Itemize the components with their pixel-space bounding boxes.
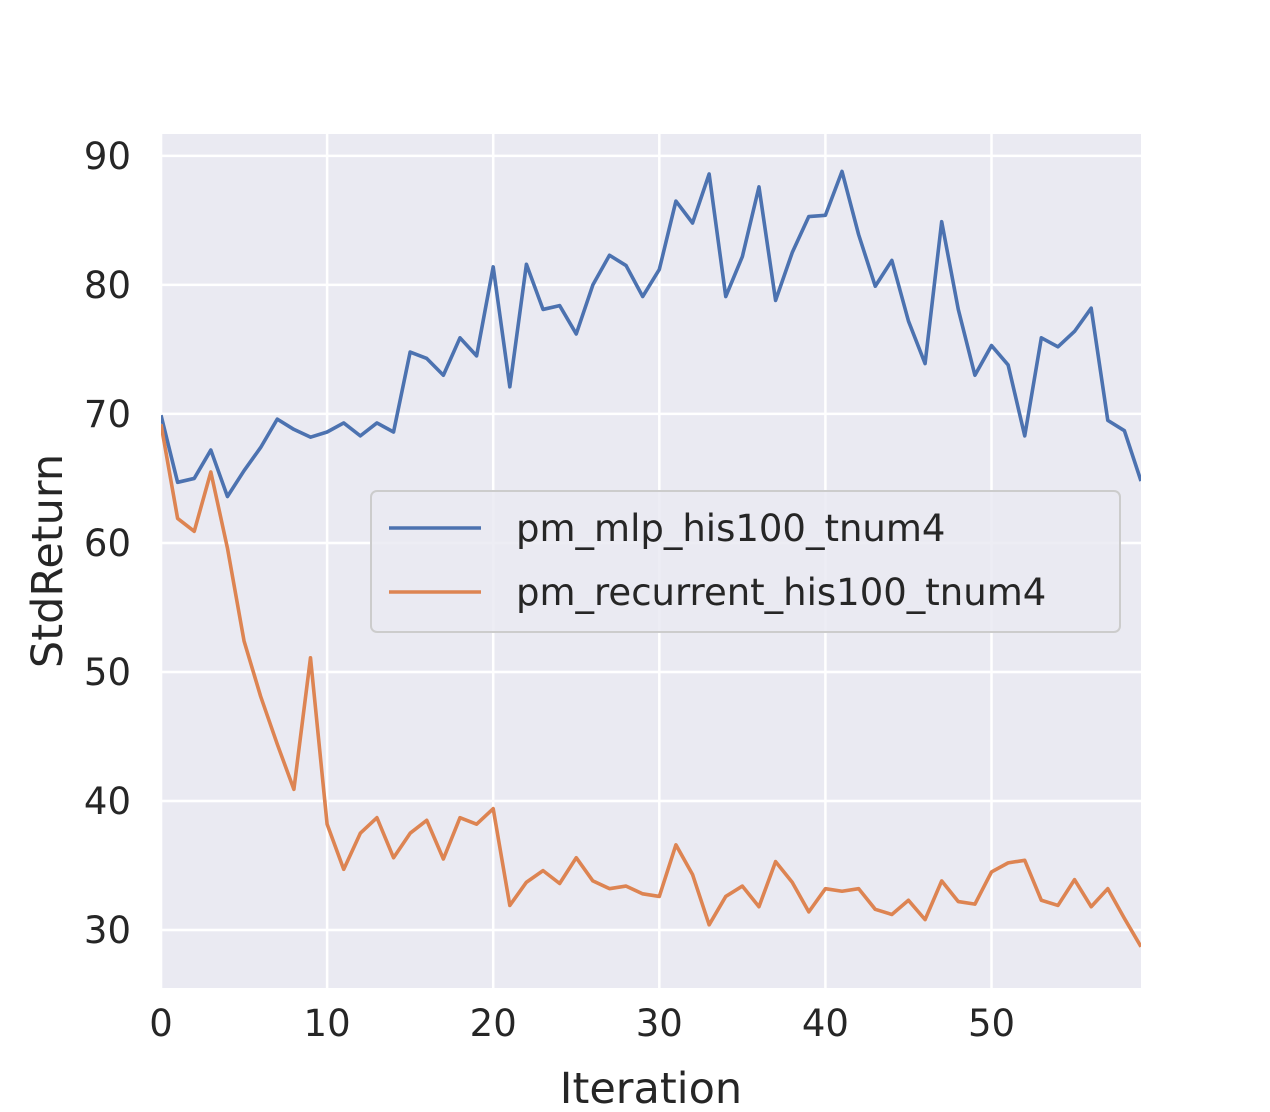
x-tick-label: 20 xyxy=(470,1002,517,1045)
legend-label-recurrent: pm_recurrent_his100_tnum4 xyxy=(516,571,1046,614)
y-tick-label: 60 xyxy=(84,522,131,565)
series-line-0 xyxy=(161,169,1141,499)
x-axis-label: Iteration xyxy=(560,1064,742,1112)
x-tick-label: 0 xyxy=(149,1002,173,1045)
y-axis-label: StdReturn xyxy=(23,454,73,668)
x-tick-label: 50 xyxy=(968,1002,1015,1045)
series-layer xyxy=(161,169,1141,948)
legend-label-mlp: pm_mlp_his100_tnum4 xyxy=(516,507,945,550)
tick-labels: 0 10 20 30 40 50 30 40 50 60 70 80 90 xyxy=(84,135,1015,1045)
y-tick-label: 40 xyxy=(84,780,131,823)
x-tick-label: 30 xyxy=(636,1002,683,1045)
legend-box xyxy=(370,490,1121,633)
x-tick-label: 10 xyxy=(304,1002,351,1045)
legend: pm_mlp_his100_tnum4 pm_recurrent_his100_… xyxy=(370,490,1121,633)
x-tick-label: 40 xyxy=(802,1002,849,1045)
y-tick-label: 30 xyxy=(84,909,131,952)
y-tick-label: 80 xyxy=(84,264,131,307)
y-tick-label: 50 xyxy=(84,651,131,694)
y-tick-label: 70 xyxy=(84,393,131,436)
y-tick-label: 90 xyxy=(84,135,131,178)
series-line-1 xyxy=(161,423,1141,948)
